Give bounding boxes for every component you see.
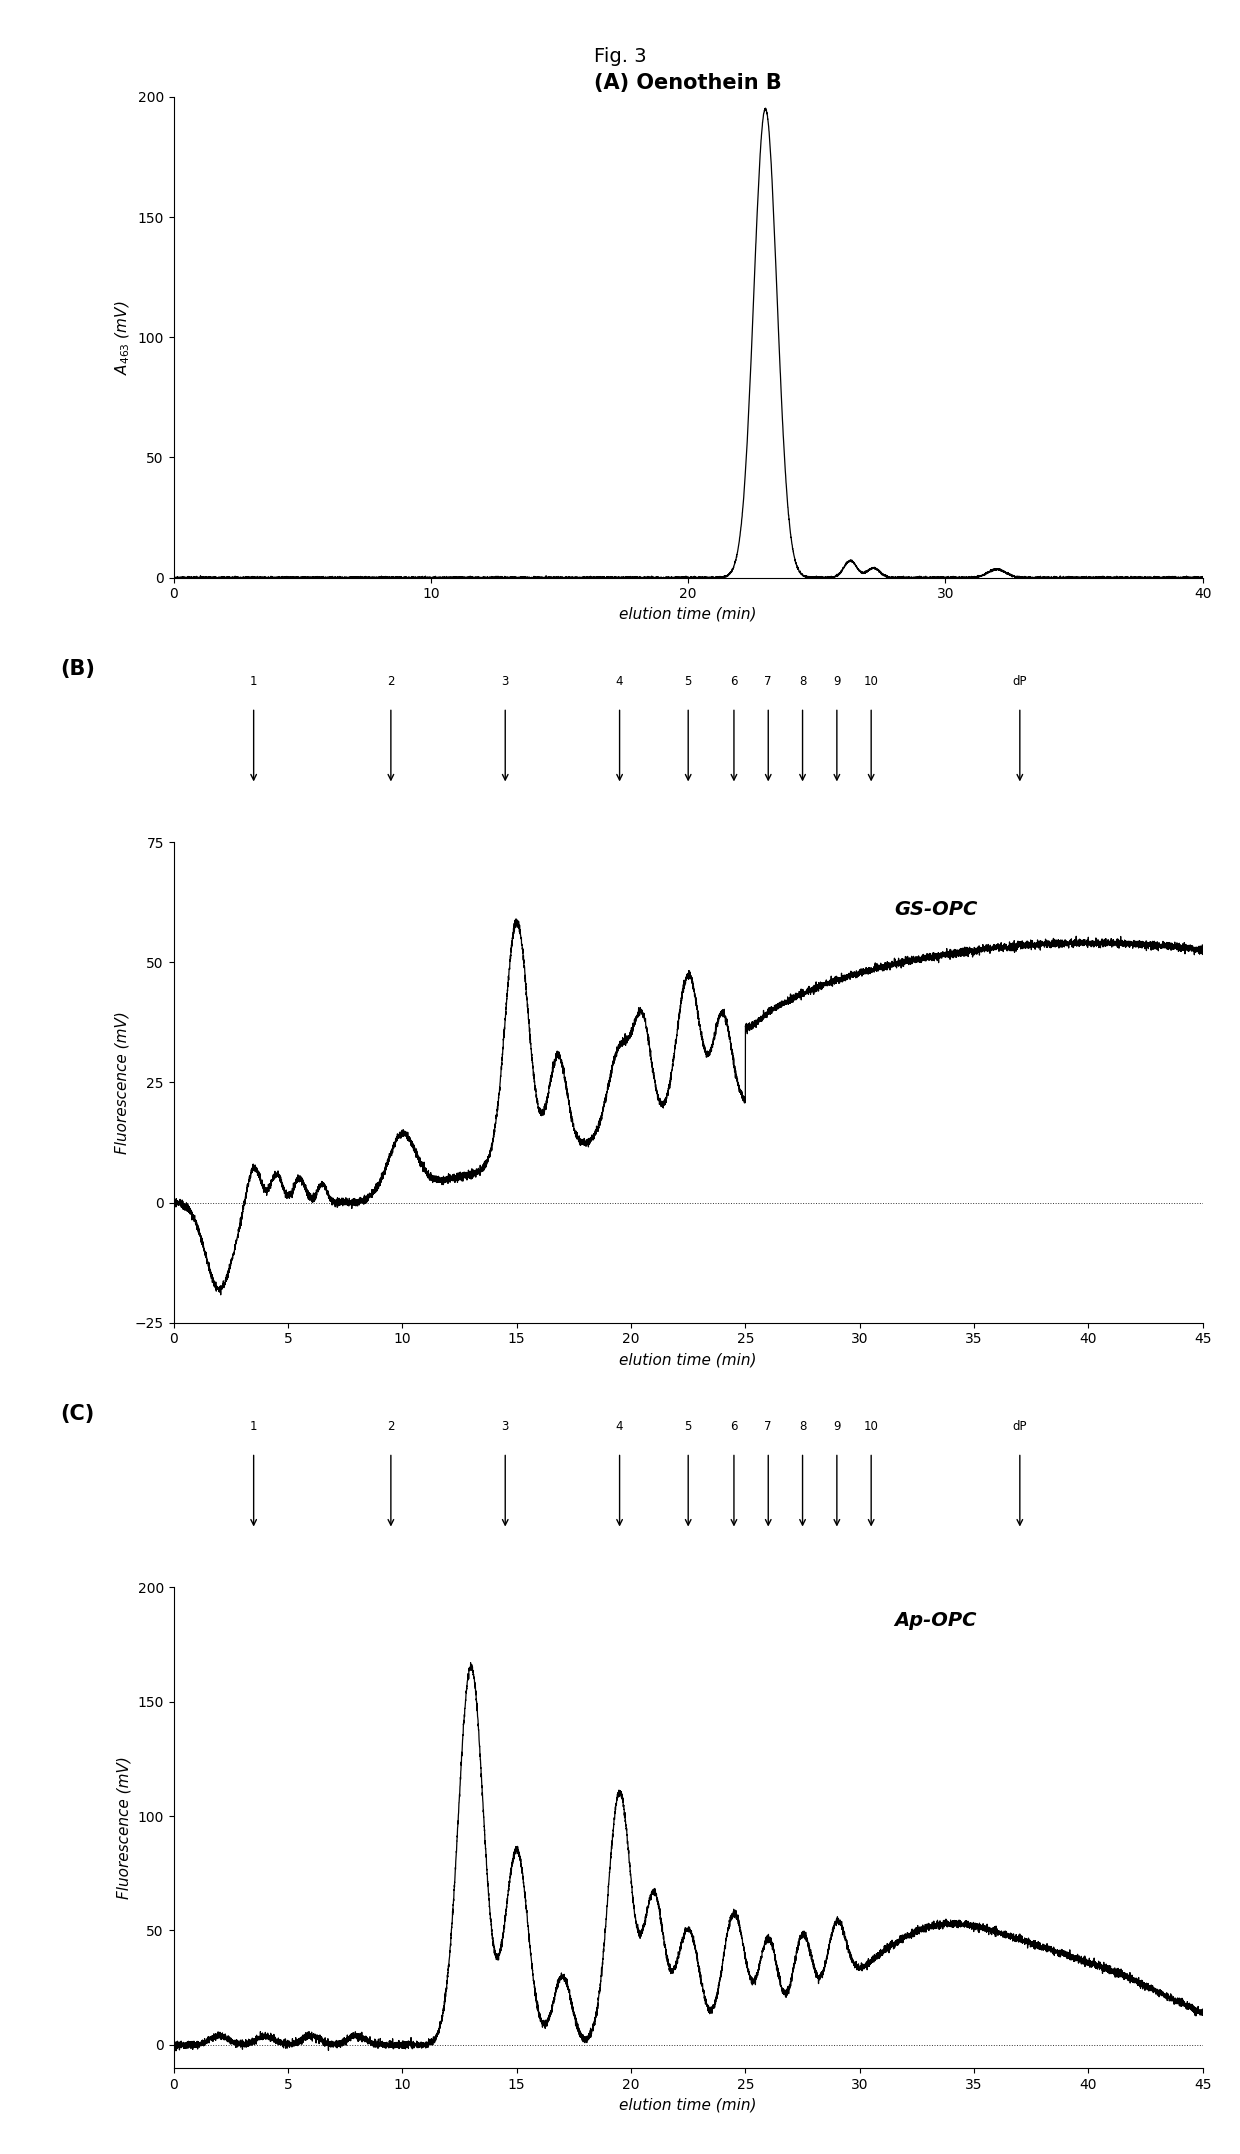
Y-axis label: Fluorescence (mV): Fluorescence (mV) <box>114 1010 129 1155</box>
Text: GS-OPC: GS-OPC <box>894 900 977 920</box>
Text: (C): (C) <box>61 1404 94 1424</box>
Text: Fig. 3: Fig. 3 <box>594 47 646 67</box>
Text: 2: 2 <box>387 1419 394 1432</box>
Text: dP: dP <box>1013 1419 1027 1432</box>
Y-axis label: Fluorescence (mV): Fluorescence (mV) <box>117 1756 131 1900</box>
Text: 3: 3 <box>501 1419 508 1432</box>
Text: 8: 8 <box>799 674 806 689</box>
Text: 5: 5 <box>684 1419 692 1432</box>
X-axis label: elution time (min): elution time (min) <box>620 1353 756 1368</box>
Text: 4: 4 <box>616 1419 624 1432</box>
Text: 10: 10 <box>864 674 879 689</box>
Title: (A) Oenothein B: (A) Oenothein B <box>594 73 782 93</box>
Text: 9: 9 <box>833 674 841 689</box>
Text: 4: 4 <box>616 674 624 689</box>
Text: 8: 8 <box>799 1419 806 1432</box>
Text: 2: 2 <box>387 674 394 689</box>
Text: Ap-OPC: Ap-OPC <box>894 1611 976 1631</box>
Text: 6: 6 <box>730 1419 738 1432</box>
Y-axis label: $A_{463}$ (mV): $A_{463}$ (mV) <box>114 299 131 375</box>
Text: (B): (B) <box>61 659 95 679</box>
X-axis label: elution time (min): elution time (min) <box>620 607 756 623</box>
Text: dP: dP <box>1013 674 1027 689</box>
Text: 9: 9 <box>833 1419 841 1432</box>
Text: 7: 7 <box>765 674 773 689</box>
Text: 3: 3 <box>501 674 508 689</box>
Text: 1: 1 <box>250 1419 258 1432</box>
Text: 1: 1 <box>250 674 258 689</box>
Text: 6: 6 <box>730 674 738 689</box>
X-axis label: elution time (min): elution time (min) <box>620 2098 756 2113</box>
Text: 7: 7 <box>765 1419 773 1432</box>
Text: 10: 10 <box>864 1419 879 1432</box>
Text: 5: 5 <box>684 674 692 689</box>
